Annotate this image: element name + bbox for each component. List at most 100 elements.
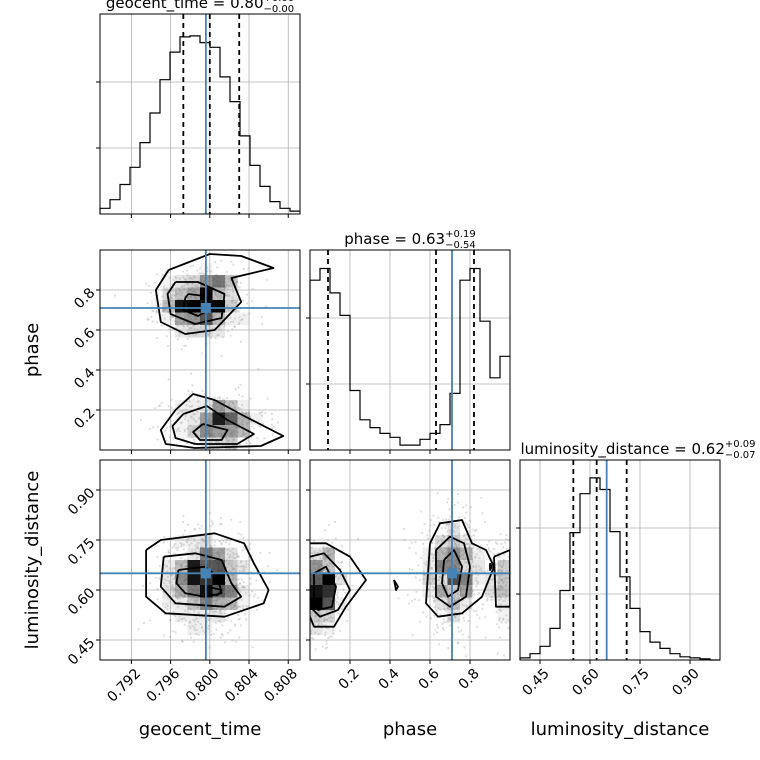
density-cell xyxy=(212,597,225,610)
scatter-point xyxy=(475,564,478,567)
scatter-point xyxy=(194,548,197,551)
scatter-point xyxy=(419,510,422,513)
scatter-point xyxy=(237,555,241,558)
y-axis-label-phase: phase xyxy=(22,323,43,377)
scatter-point xyxy=(268,551,271,555)
scatter-point xyxy=(220,354,223,357)
scatter-point xyxy=(302,616,304,618)
scatter-point xyxy=(189,633,192,636)
scatter-point xyxy=(323,619,326,622)
scatter-point xyxy=(170,316,173,319)
scatter-point xyxy=(449,616,452,619)
scatter-point xyxy=(425,615,428,618)
scatter-point xyxy=(212,633,215,636)
scatter-point xyxy=(222,397,225,401)
scatter-point xyxy=(232,263,235,266)
y-tick-label: 0.8 xyxy=(71,285,98,312)
scatter-point xyxy=(248,547,251,550)
contour-line xyxy=(313,565,337,611)
scatter-point xyxy=(232,547,235,551)
scatter-point xyxy=(180,543,183,546)
scatter-point xyxy=(166,564,169,568)
scatter-point xyxy=(323,617,326,620)
scatter-point xyxy=(291,629,293,631)
scatter-point xyxy=(192,413,195,416)
scatter-point xyxy=(417,564,420,567)
scatter-point xyxy=(239,465,241,467)
scatter-point xyxy=(231,287,234,290)
scatter-point xyxy=(248,312,251,315)
scatter-point xyxy=(443,573,446,576)
scatter-point xyxy=(413,598,416,601)
scatter-panel-geocent_time-vs-luminosity_distance xyxy=(96,459,301,664)
scatter-point xyxy=(313,552,316,555)
scatter-point xyxy=(172,589,175,593)
scatter-point xyxy=(193,413,196,416)
scatter-point xyxy=(239,340,242,343)
scatter-point xyxy=(303,601,305,603)
scatter-point xyxy=(275,568,278,572)
scatter-point xyxy=(227,616,230,619)
scatter-point xyxy=(228,559,231,562)
scatter-point xyxy=(217,619,221,622)
density-cell xyxy=(187,412,200,425)
density-cell xyxy=(212,547,225,560)
scatter-point xyxy=(183,284,186,287)
scatter-point xyxy=(193,599,196,603)
scatter-point xyxy=(231,639,234,642)
scatter-point xyxy=(324,647,327,650)
scatter-point xyxy=(200,627,203,630)
scatter-point xyxy=(142,621,146,625)
scatter-point xyxy=(306,624,308,626)
scatter-point xyxy=(449,618,452,621)
scatter-point xyxy=(474,579,477,582)
scatter-point xyxy=(181,617,184,621)
scatter-point xyxy=(169,314,172,318)
scatter-point xyxy=(317,618,320,622)
scatter-point xyxy=(458,543,461,546)
scatter-point xyxy=(195,628,198,631)
density-cell xyxy=(187,287,200,300)
scatter-point xyxy=(507,539,510,542)
scatter-point xyxy=(447,497,450,500)
scatter-point xyxy=(502,617,505,621)
scatter-point xyxy=(503,580,506,583)
scatter-point xyxy=(199,623,203,626)
scatter-point xyxy=(500,574,503,577)
scatter-point xyxy=(187,537,190,540)
scatter-point xyxy=(220,612,223,615)
scatter-point xyxy=(213,544,216,547)
density-cell xyxy=(472,560,485,573)
scatter-point xyxy=(437,643,440,646)
scatter-point xyxy=(505,547,508,550)
scatter-point xyxy=(261,323,264,326)
scatter-point xyxy=(201,538,204,541)
scatter-point xyxy=(239,383,242,386)
scatter-point xyxy=(168,328,171,331)
scatter-point xyxy=(192,264,195,268)
scatter-point xyxy=(179,421,182,424)
scatter-point xyxy=(233,438,236,441)
scatter-point xyxy=(239,520,242,524)
scatter-point xyxy=(307,599,309,601)
scatter-point xyxy=(448,592,451,595)
scatter-point xyxy=(402,528,405,531)
scatter-point xyxy=(176,548,179,552)
scatter-point xyxy=(224,541,228,544)
scatter-point xyxy=(194,528,197,531)
scatter-point xyxy=(209,336,212,339)
scatter-point xyxy=(198,527,201,530)
scatter-point xyxy=(178,292,181,295)
scatter-point xyxy=(211,522,214,526)
scatter-point xyxy=(327,637,330,640)
scatter-point xyxy=(176,605,179,608)
scatter-point xyxy=(238,408,241,411)
scatter-point xyxy=(166,608,169,611)
scatter-point xyxy=(337,603,340,606)
scatter-point xyxy=(168,560,171,563)
density-cell xyxy=(472,547,485,560)
scatter-point xyxy=(193,284,197,287)
scatter-point xyxy=(194,544,197,547)
scatter-point xyxy=(188,621,191,625)
scatter-point xyxy=(219,609,222,613)
